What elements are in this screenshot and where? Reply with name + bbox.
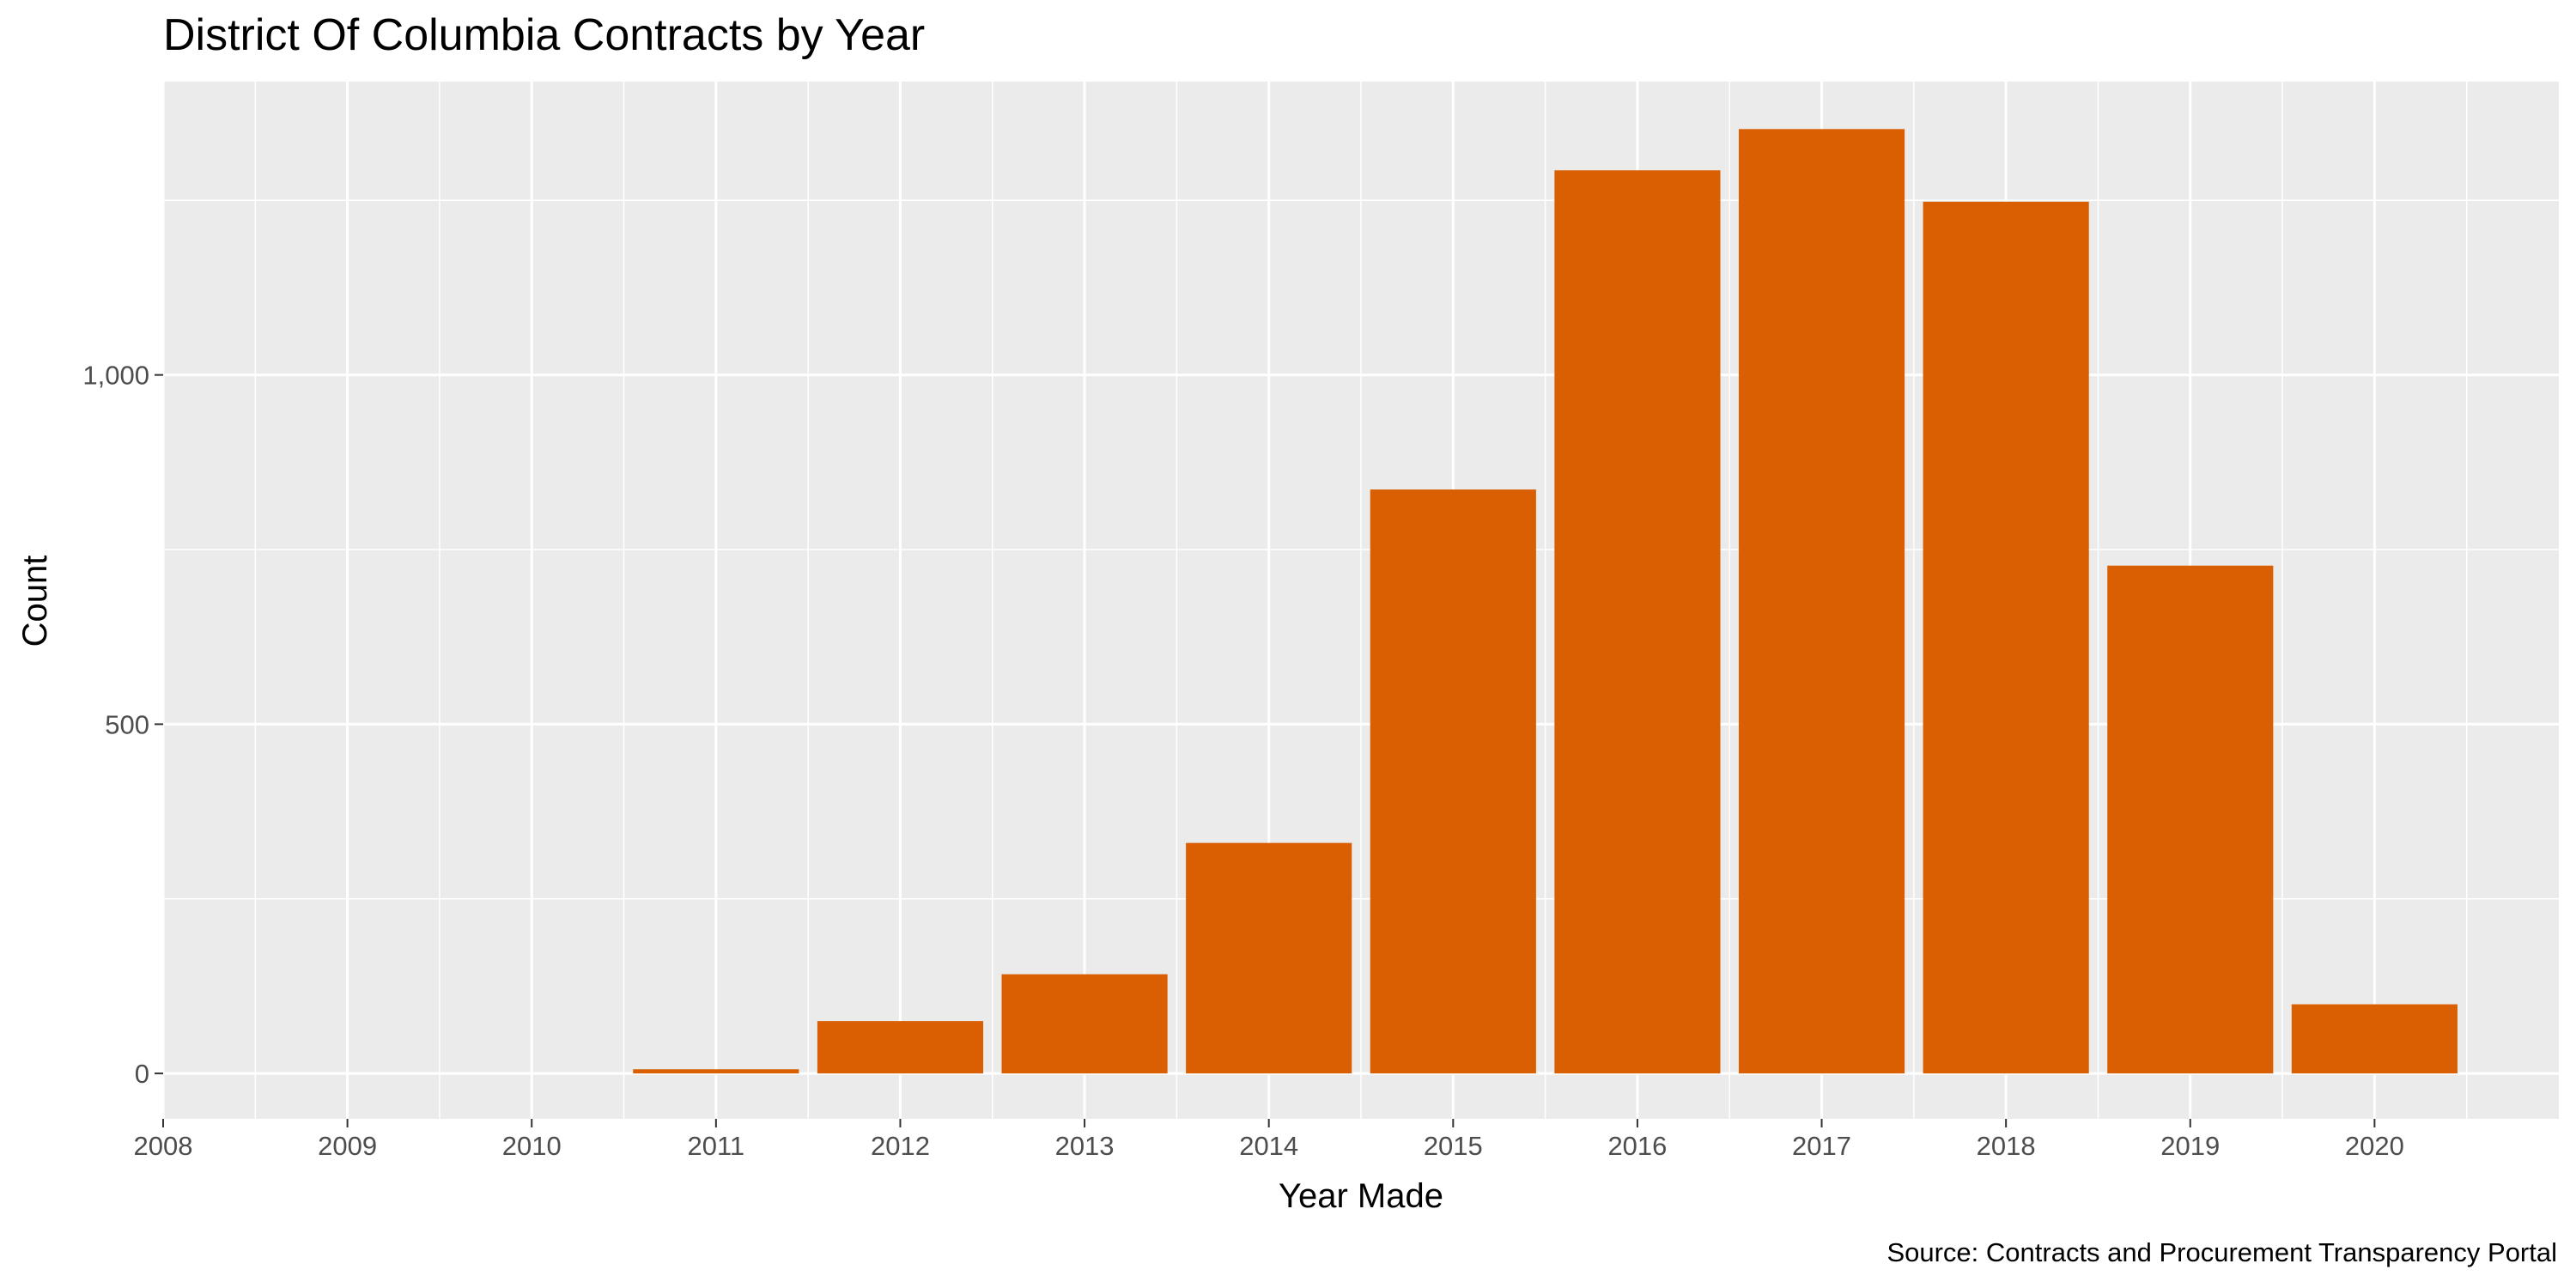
chart-title: District Of Columbia Contracts by Year: [163, 10, 925, 60]
bar-2018: [1923, 201, 2089, 1074]
x-tick-label: 2017: [1792, 1131, 1851, 1161]
y-axis-title: Count: [16, 556, 54, 647]
x-tick-label: 2016: [1607, 1131, 1667, 1161]
x-axis-title: Year Made: [1279, 1177, 1443, 1215]
x-tick-label: 2011: [688, 1131, 745, 1161]
x-tick-label: 2018: [1977, 1131, 2036, 1161]
x-tick-label: 2012: [871, 1131, 930, 1161]
x-tick-label: 2020: [2345, 1131, 2404, 1161]
x-tick-label: 2010: [502, 1131, 562, 1161]
x-tick-label: 2019: [2160, 1131, 2220, 1161]
bar-2016: [1554, 170, 1721, 1074]
x-tick-label: 2014: [1239, 1131, 1298, 1161]
caption: Source: Contracts and Procurement Transp…: [1886, 1237, 2557, 1267]
axes: 2008 2009 2010 2011 2012 2013 2014 2015 2016 2017…: [82, 361, 2403, 1161]
bar-2012: [817, 1021, 984, 1074]
x-tick-label: 2009: [318, 1131, 377, 1161]
x-tick-label: 2013: [1055, 1131, 1115, 1161]
bar-2020: [2291, 1004, 2458, 1074]
bar-2013: [1001, 974, 1168, 1074]
bar-2014: [1186, 842, 1352, 1074]
x-tick-label: 2008: [134, 1131, 193, 1161]
bar-2015: [1370, 489, 1536, 1074]
y-tick-label: 0: [135, 1059, 149, 1089]
y-tick-label: 1,000: [82, 361, 149, 391]
bar-2019: [2107, 565, 2274, 1074]
y-tick-label: 500: [105, 709, 149, 739]
bars: [633, 129, 2458, 1074]
bar-2011: [633, 1069, 799, 1074]
x-tick-label: 2015: [1424, 1131, 1483, 1161]
bar-2017: [1738, 129, 1905, 1074]
